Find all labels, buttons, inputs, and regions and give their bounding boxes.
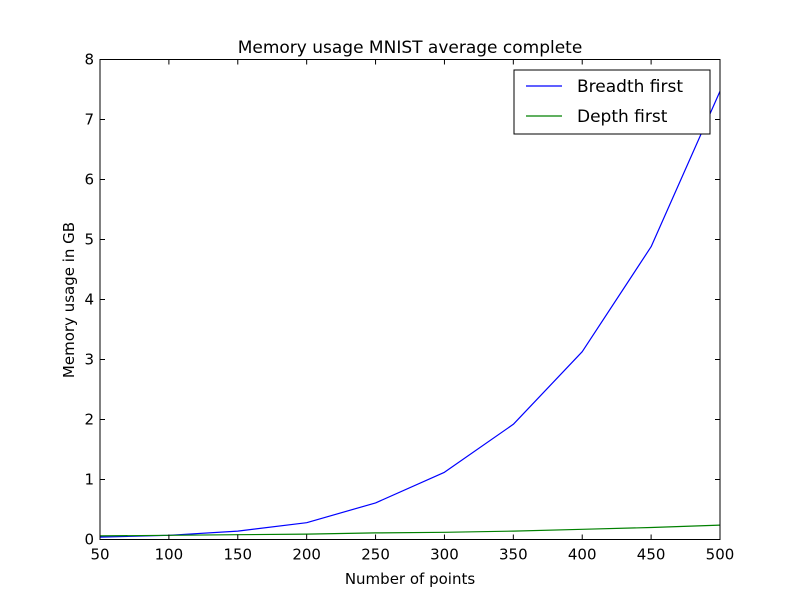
- chart-title: Memory usage MNIST average complete: [238, 38, 583, 58]
- y-tick-label: 5: [84, 231, 94, 249]
- plot-area: 50 100 150 200 250 300 350 400 450 500 0 1 2 3 4 5 6 7 8: [84, 51, 734, 564]
- y-tick-label: 3: [84, 351, 94, 369]
- x-tick-label: 300: [430, 546, 459, 564]
- axes-frame: [99, 59, 721, 540]
- x-tick-label: 350: [499, 546, 528, 564]
- x-tick-label: 500: [706, 546, 735, 564]
- y-tick-label: 0: [84, 531, 94, 549]
- x-tick-label: 100: [155, 546, 184, 564]
- y-tick-label: 6: [84, 171, 94, 189]
- x-axis-label: Number of points: [345, 570, 476, 588]
- legend-label-breadth-first: Breadth first: [577, 77, 683, 97]
- x-tick-label: 400: [568, 546, 597, 564]
- y-tick-label: 2: [84, 411, 94, 429]
- x-tick-label: 450: [637, 546, 666, 564]
- legend: Breadth first Depth first: [513, 69, 711, 135]
- y-tick-label: 4: [84, 291, 94, 309]
- x-tick-label: 250: [361, 546, 390, 564]
- series-line-breadth-first: [99, 91, 721, 538]
- y-tick-label: 1: [84, 471, 94, 489]
- legend-label-depth-first: Depth first: [577, 107, 668, 127]
- y-tick-label: 7: [84, 111, 94, 129]
- legend-box: [513, 69, 711, 135]
- x-tick-label: 150: [223, 546, 252, 564]
- series-line-depth-first: [99, 524, 721, 537]
- x-tick-label: 50: [90, 546, 109, 564]
- x-tick-label: 200: [292, 546, 321, 564]
- series-layer: [99, 91, 721, 538]
- y-axis-label: Memory usage in GB: [60, 222, 78, 378]
- ticks-layer: 50 100 150 200 250 300 350 400 450 500 0 1 2 3 4 5 6 7 8: [84, 51, 734, 564]
- y-tick-label: 8: [84, 51, 94, 69]
